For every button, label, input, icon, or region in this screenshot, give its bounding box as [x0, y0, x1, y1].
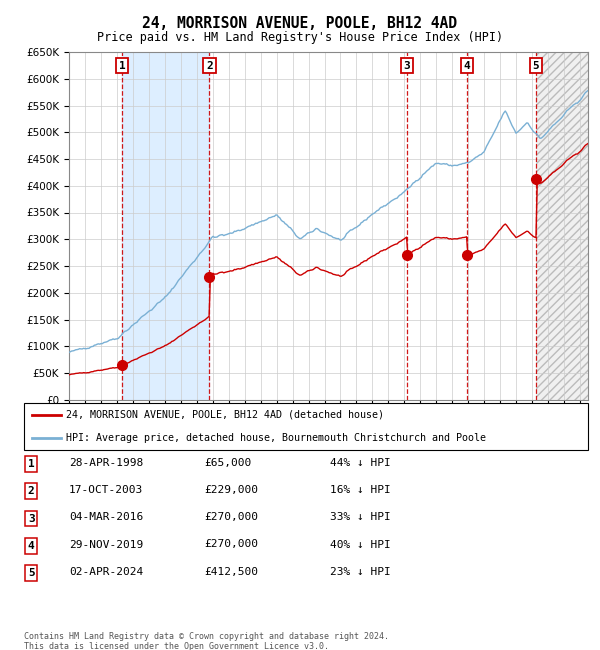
Text: 3: 3 — [28, 514, 35, 523]
Text: 3: 3 — [404, 60, 410, 71]
Text: 24, MORRISON AVENUE, POOLE, BH12 4AD: 24, MORRISON AVENUE, POOLE, BH12 4AD — [143, 16, 458, 31]
Text: £270,000: £270,000 — [204, 512, 258, 522]
Text: 17-OCT-2003: 17-OCT-2003 — [69, 485, 143, 495]
Text: 04-MAR-2016: 04-MAR-2016 — [69, 512, 143, 522]
Text: 16% ↓ HPI: 16% ↓ HPI — [330, 485, 391, 495]
Text: 23% ↓ HPI: 23% ↓ HPI — [330, 567, 391, 577]
Text: 4: 4 — [463, 60, 470, 71]
Text: £229,000: £229,000 — [204, 485, 258, 495]
Text: 1: 1 — [28, 459, 35, 469]
Text: HPI: Average price, detached house, Bournemouth Christchurch and Poole: HPI: Average price, detached house, Bour… — [66, 433, 487, 443]
Text: 29-NOV-2019: 29-NOV-2019 — [69, 540, 143, 549]
Text: Price paid vs. HM Land Registry's House Price Index (HPI): Price paid vs. HM Land Registry's House … — [97, 31, 503, 44]
Text: 24, MORRISON AVENUE, POOLE, BH12 4AD (detached house): 24, MORRISON AVENUE, POOLE, BH12 4AD (de… — [66, 410, 385, 420]
Text: 28-APR-1998: 28-APR-1998 — [69, 458, 143, 467]
Text: 44% ↓ HPI: 44% ↓ HPI — [330, 458, 391, 467]
Text: 5: 5 — [533, 60, 539, 71]
Text: 1: 1 — [119, 60, 125, 71]
Text: £65,000: £65,000 — [204, 458, 251, 467]
Text: 33% ↓ HPI: 33% ↓ HPI — [330, 512, 391, 522]
Text: 5: 5 — [28, 568, 35, 578]
Text: This data is licensed under the Open Government Licence v3.0.: This data is licensed under the Open Gov… — [24, 642, 329, 650]
Text: 2: 2 — [206, 60, 213, 71]
Text: 4: 4 — [28, 541, 35, 551]
Text: 2: 2 — [28, 486, 35, 496]
Text: £412,500: £412,500 — [204, 567, 258, 577]
Text: £270,000: £270,000 — [204, 540, 258, 549]
Bar — [122, 52, 209, 400]
Text: Contains HM Land Registry data © Crown copyright and database right 2024.: Contains HM Land Registry data © Crown c… — [24, 632, 389, 641]
Bar — [536, 52, 600, 400]
Text: 02-APR-2024: 02-APR-2024 — [69, 567, 143, 577]
Text: 40% ↓ HPI: 40% ↓ HPI — [330, 540, 391, 549]
